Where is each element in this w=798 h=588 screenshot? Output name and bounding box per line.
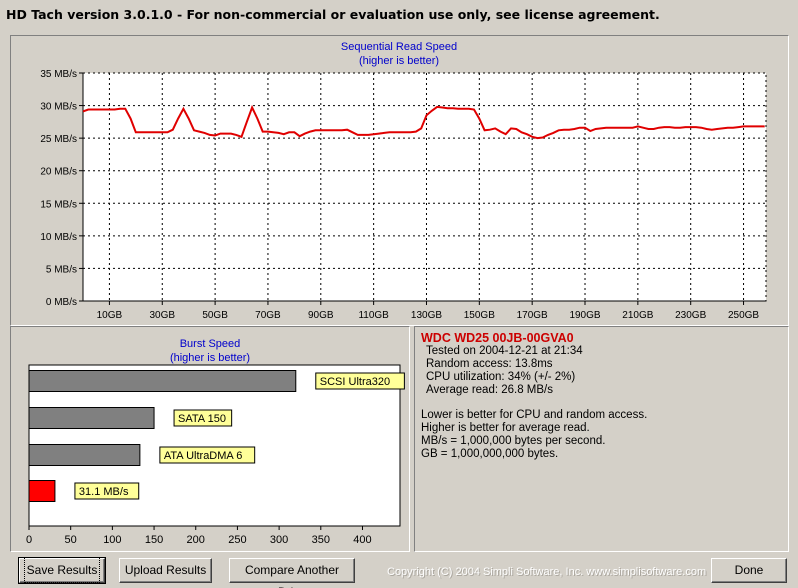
- read-x-tick-label: 190GB: [569, 310, 600, 321]
- drive-info-panel: WDC WD25 00JB-00GVA0 Tested on 2004-12-2…: [414, 326, 789, 552]
- read-y-tick-label: 30 MB/s: [40, 102, 77, 113]
- burst-x-tick-label: 0: [26, 534, 32, 546]
- burst-bar-label: ATA UltraDMA 6: [164, 450, 242, 462]
- burst-bar: [28, 407, 155, 429]
- burst-speed-chart: Burst Speed (higher is better) SCSI Ultra3…: [26, 338, 405, 546]
- read-chart-subtitle: (higher is better): [359, 55, 439, 67]
- read-y-tick-label: 5 MB/s: [46, 264, 77, 275]
- burst-bar: [28, 370, 297, 392]
- save-results-button[interactable]: Save Results: [18, 557, 106, 584]
- read-y-tick-label: 25 MB/s: [40, 134, 77, 145]
- burst-bar-label-box: [173, 409, 233, 427]
- read-y-tick-label: 20 MB/s: [40, 167, 77, 178]
- read-x-tick-label: 130GB: [411, 310, 442, 321]
- burst-chart-title: Burst Speed: [180, 338, 241, 350]
- done-button[interactable]: Done: [711, 558, 787, 583]
- read-x-tick-label: 250GB: [728, 310, 759, 321]
- read-x-tick-label: 170GB: [517, 310, 548, 321]
- sequential-read-chart: Sequential Read Speed (higher is better) 0…: [40, 41, 767, 321]
- upload-results-button[interactable]: Upload Results: [119, 558, 212, 583]
- cpu-utilization: CPU utilization: 34% (+/- 2%): [426, 371, 576, 383]
- burst-speed-panel: Burst Speed (higher is better) SCSI Ultra3…: [10, 326, 410, 552]
- burst-x-tick-label: 300: [270, 534, 288, 546]
- upload-results-label: Upload Results: [124, 563, 207, 577]
- burst-bar-label-box: [74, 482, 140, 500]
- note-lower-better: Lower is better for CPU and random acces…: [421, 409, 648, 421]
- read-y-tick-label: 15 MB/s: [40, 199, 77, 210]
- burst-bar-label-box: [315, 372, 405, 390]
- sequential-read-panel: Sequential Read Speed (higher is better) 0…: [10, 35, 789, 326]
- burst-x-tick-label: 400: [353, 534, 371, 546]
- average-read: Average read: 26.8 MB/s: [426, 384, 553, 396]
- read-plot-area: [83, 73, 766, 301]
- note-mbs-definition: MB/s = 1,000,000 bytes per second.: [421, 435, 606, 447]
- done-label: Done: [734, 563, 764, 577]
- burst-bar-label: 31.1 MB/s: [79, 486, 129, 498]
- read-plot-border: [82, 72, 767, 302]
- read-x-tick-label: 230GB: [675, 310, 706, 321]
- read-x-tick-label: 30GB: [149, 310, 175, 321]
- save-results-label: Save Results: [23, 557, 101, 583]
- burst-bar-label: SATA 150: [178, 413, 226, 425]
- random-access: Random access: 13.8ms: [426, 358, 553, 370]
- burst-x-tick-label: 350: [312, 534, 330, 546]
- read-x-tick-label: 50GB: [202, 310, 228, 321]
- read-x-tick-label: 90GB: [308, 310, 334, 321]
- burst-chart-subtitle: (higher is better): [170, 352, 250, 364]
- read-y-tick-label: 0 MB/s: [46, 297, 77, 308]
- read-y-tick-label: 10 MB/s: [40, 232, 77, 243]
- burst-x-tick-label: 150: [145, 534, 163, 546]
- note-higher-better: Higher is better for average read.: [421, 422, 590, 434]
- burst-bar-label-box: [159, 446, 256, 464]
- read-x-tick-label: 70GB: [255, 310, 281, 321]
- burst-x-tick-label: 50: [65, 534, 77, 546]
- burst-x-tick-label: 200: [187, 534, 205, 546]
- burst-x-tick-label: 100: [103, 534, 121, 546]
- read-speed-line: [82, 104, 765, 140]
- tested-date: Tested on 2004-12-21 at 21:34: [426, 345, 583, 357]
- read-x-tick-label: 110GB: [358, 310, 389, 321]
- read-x-tick-label: 210GB: [622, 310, 653, 321]
- read-x-tick-label: 150GB: [464, 310, 495, 321]
- drive-name: WDC WD25 00JB-00GVA0: [421, 331, 574, 345]
- burst-bar: [28, 444, 141, 466]
- read-chart-title: Sequential Read Speed: [341, 41, 457, 53]
- read-x-tick-label: 10GB: [97, 310, 123, 321]
- window-title: HD Tach version 3.0.1.0 - For non-commer…: [0, 0, 798, 32]
- read-y-tick-label: 35 MB/s: [40, 69, 77, 80]
- burst-bar-label: SCSI Ultra320: [320, 376, 390, 388]
- compare-drive-label: Compare Another Drive: [244, 563, 340, 588]
- burst-bar: [28, 480, 56, 502]
- burst-x-tick-label: 250: [228, 534, 246, 546]
- note-gb-definition: GB = 1,000,000,000 bytes.: [421, 448, 559, 460]
- copyright-text: Copyright (C) 2004 Simpli Software, Inc.…: [387, 566, 707, 578]
- compare-drive-button[interactable]: Compare Another Drive: [229, 558, 355, 588]
